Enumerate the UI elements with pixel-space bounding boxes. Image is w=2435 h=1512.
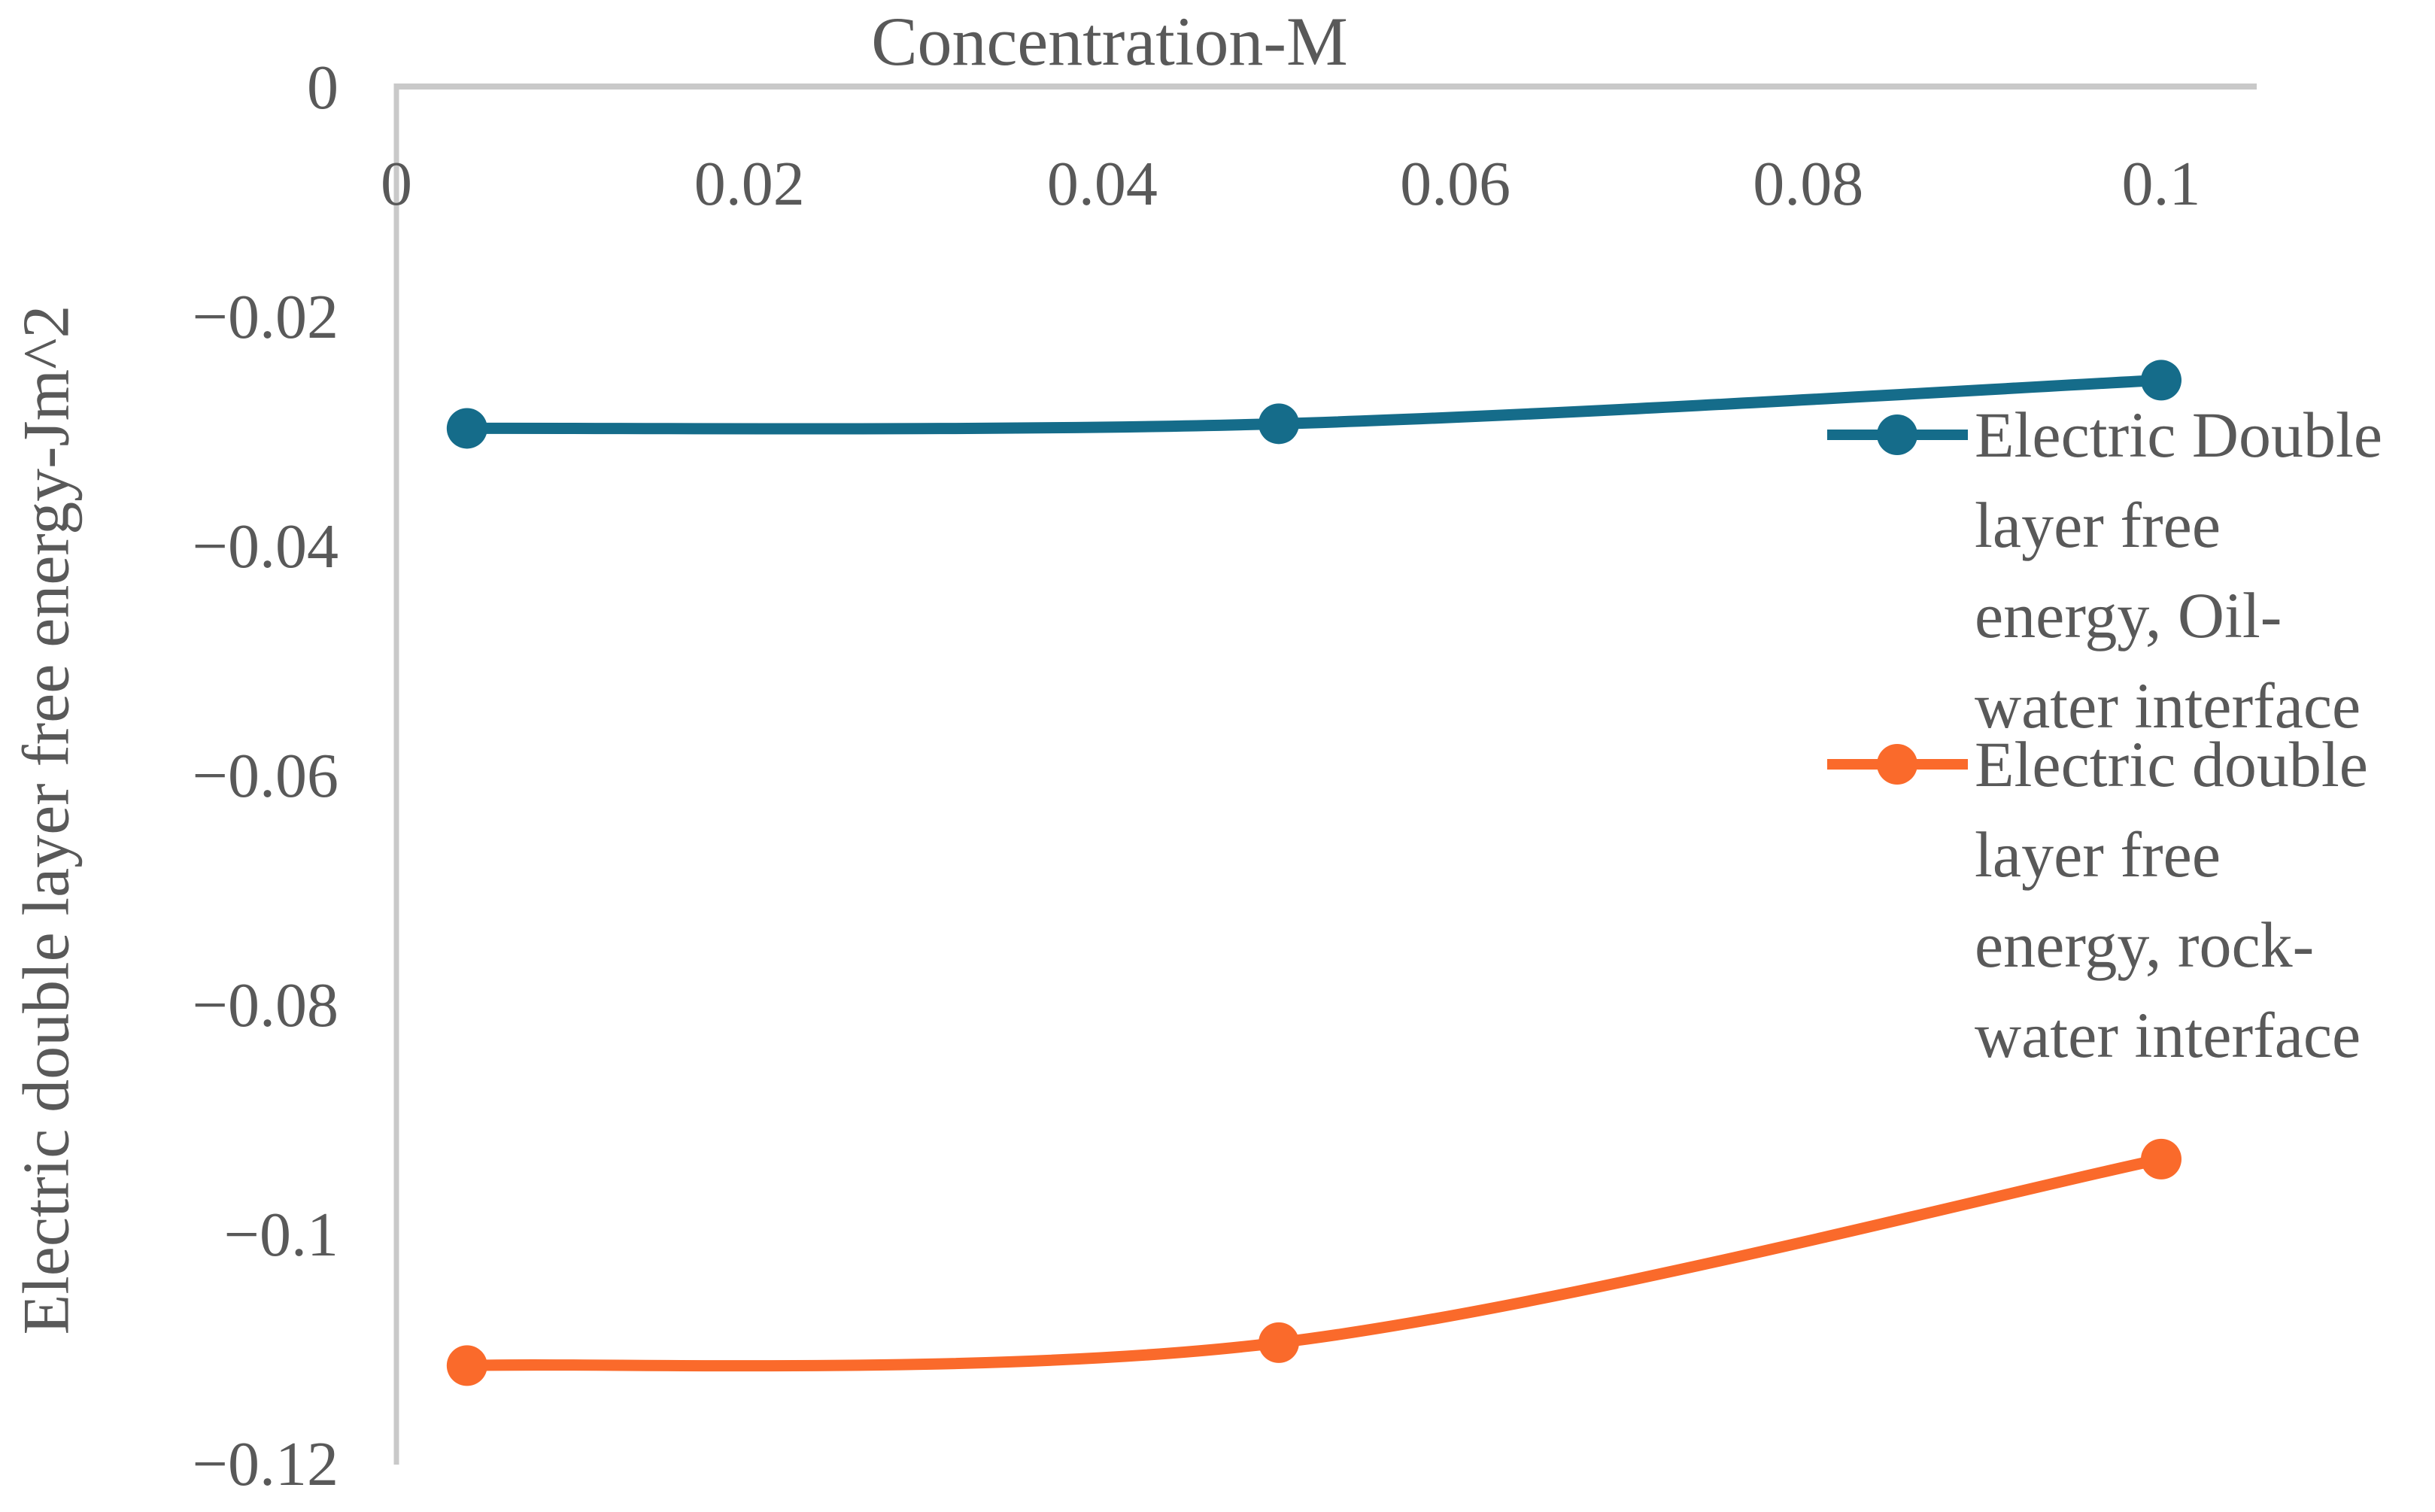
y-tick-label: −0.04 — [193, 512, 339, 581]
data-point-marker-0 — [2141, 360, 2181, 401]
series-line-1 — [461, 1153, 2167, 1372]
data-point-marker-0 — [446, 408, 487, 449]
x-axis-title: Concentration-M — [871, 3, 1348, 80]
series-line-0 — [461, 374, 2167, 435]
data-point-marker-1 — [1258, 1322, 1299, 1363]
data-point-marker-1 — [2141, 1138, 2181, 1180]
y-tick-label: −0.02 — [193, 282, 339, 352]
x-tick-label: 0 — [381, 149, 412, 219]
data-point-marker-0 — [1258, 403, 1299, 445]
y-tick-label: 0 — [307, 53, 339, 123]
x-tick-label: 0.1 — [2122, 149, 2201, 219]
x-tick-label: 0.02 — [694, 149, 805, 219]
x-tick-label: 0.06 — [1400, 149, 1510, 219]
y-tick-label: −0.08 — [193, 970, 339, 1040]
y-tick-label: −0.12 — [193, 1429, 339, 1499]
x-tick-label: 0.04 — [1047, 149, 1158, 219]
y-tick-label: −0.06 — [193, 741, 339, 811]
data-point-marker-1 — [446, 1345, 487, 1386]
x-tick-label: 0.08 — [1753, 149, 1863, 219]
y-tick-label: −0.1 — [224, 1200, 339, 1270]
